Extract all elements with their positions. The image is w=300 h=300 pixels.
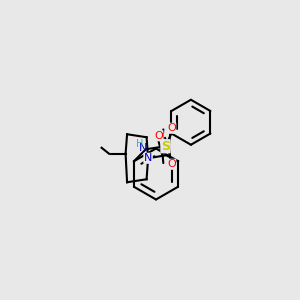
Text: O: O bbox=[167, 123, 176, 133]
Text: N: N bbox=[144, 153, 152, 163]
Text: O: O bbox=[154, 131, 163, 141]
Text: H: H bbox=[136, 139, 144, 149]
Text: O: O bbox=[167, 159, 176, 169]
Text: N: N bbox=[139, 143, 148, 153]
Text: S: S bbox=[161, 140, 170, 153]
